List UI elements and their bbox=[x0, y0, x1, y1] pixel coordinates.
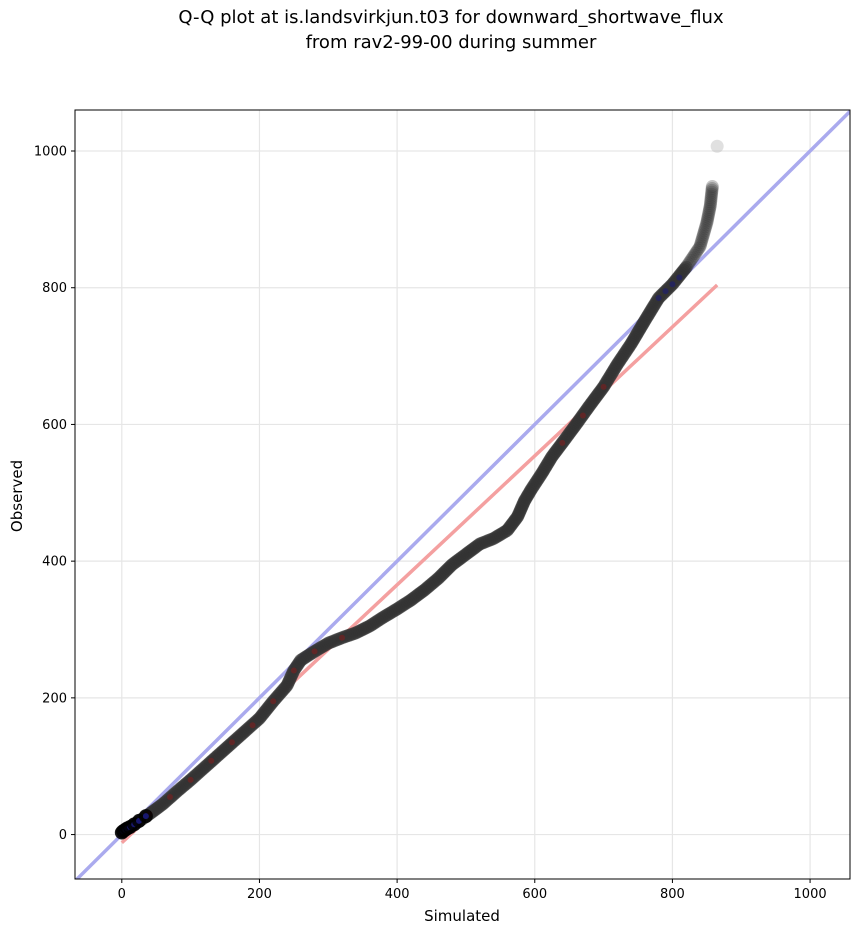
quantile-point bbox=[700, 216, 714, 230]
quantile-point bbox=[683, 255, 697, 269]
y-tick-label: 0 bbox=[59, 828, 67, 843]
quantile-point bbox=[699, 220, 713, 234]
upper-identity-point bbox=[662, 288, 669, 295]
quantile-point bbox=[705, 185, 719, 199]
y-tick-label: 600 bbox=[42, 418, 67, 433]
quantile-point bbox=[704, 195, 718, 209]
y-tick-label: 800 bbox=[42, 281, 67, 296]
upper-identity-point bbox=[669, 281, 676, 288]
y-tick-label: 200 bbox=[42, 691, 67, 706]
plot-frame bbox=[74, 109, 851, 880]
x-tick-label: 600 bbox=[522, 887, 547, 902]
quantile-point bbox=[691, 243, 705, 257]
quantile-point bbox=[681, 257, 695, 271]
x-tick-label: 800 bbox=[660, 887, 685, 902]
fit-point bbox=[187, 776, 194, 783]
quantile-point bbox=[701, 210, 715, 224]
quantile-point bbox=[686, 250, 700, 264]
upper-identity-point bbox=[676, 274, 683, 281]
quantile-point bbox=[703, 202, 717, 216]
quantile-point bbox=[698, 222, 712, 236]
quantile-point bbox=[705, 183, 719, 197]
quantile-point bbox=[694, 238, 708, 252]
fit-point bbox=[208, 757, 215, 764]
quantile-point bbox=[688, 247, 702, 261]
y-tick-label: 400 bbox=[42, 555, 67, 570]
y-axis-label: Observed bbox=[8, 460, 26, 532]
quantile-point bbox=[684, 253, 698, 267]
chart-title-line-2: from rav2-99-00 during summer bbox=[306, 32, 597, 53]
quantile-point bbox=[696, 230, 710, 244]
fit-point bbox=[249, 722, 256, 729]
quantile-point bbox=[697, 226, 711, 240]
quantile-point bbox=[694, 236, 708, 250]
x-axis-label: Simulated bbox=[424, 907, 500, 925]
quantile-point bbox=[695, 232, 709, 246]
chart-title: Q-Q plot at is.landsvirkjun.t03 for down… bbox=[178, 7, 724, 53]
quantile-point bbox=[703, 201, 717, 215]
x-tick-label: 400 bbox=[385, 887, 410, 902]
quantile-point bbox=[705, 180, 719, 194]
fit-point bbox=[579, 412, 586, 419]
quantile-point bbox=[687, 248, 701, 262]
fit-point bbox=[270, 698, 277, 705]
quantile-point bbox=[679, 260, 693, 274]
quantile-point bbox=[699, 218, 713, 232]
quantile-point bbox=[696, 228, 710, 242]
quantile-point bbox=[695, 234, 709, 248]
quantile-point bbox=[701, 212, 715, 226]
x-tick-label: 200 bbox=[247, 887, 272, 902]
fit-point bbox=[166, 793, 173, 800]
quantile-point bbox=[704, 193, 718, 207]
quantile-point bbox=[698, 224, 712, 238]
quantile-point bbox=[705, 187, 719, 201]
fit-point bbox=[600, 383, 607, 390]
quantile-point bbox=[680, 259, 694, 273]
y-tick-label: 1000 bbox=[34, 145, 67, 160]
quantile-point bbox=[703, 197, 717, 211]
quantile-point bbox=[703, 199, 717, 213]
outlier-point bbox=[710, 139, 724, 153]
quantile-point bbox=[700, 214, 714, 228]
quantile-point bbox=[705, 181, 719, 195]
quantile-point bbox=[690, 245, 704, 259]
quantile-point bbox=[685, 252, 699, 266]
identity-line bbox=[75, 110, 850, 879]
fit-point bbox=[290, 667, 297, 674]
quantile-point bbox=[693, 240, 707, 254]
low-identity-point bbox=[142, 813, 149, 820]
fit-point bbox=[228, 739, 235, 746]
plot-area bbox=[75, 110, 850, 879]
fit-point bbox=[339, 634, 346, 641]
fit-point bbox=[559, 439, 566, 446]
quantile-point bbox=[702, 206, 716, 220]
quantile-point bbox=[704, 189, 718, 203]
quantile-point bbox=[701, 208, 715, 222]
axis-ticks: 0 200 400 600 800 1000 0 200 400 600 800 1000 bbox=[34, 145, 827, 902]
quantile-point bbox=[704, 191, 718, 205]
upper-identity-point bbox=[655, 294, 662, 301]
quantile-point bbox=[692, 241, 706, 255]
fit-point bbox=[311, 648, 318, 655]
x-tick-label: 0 bbox=[118, 887, 126, 902]
quantile-point bbox=[702, 204, 716, 218]
chart-title-line-1: Q-Q plot at is.landsvirkjun.t03 for down… bbox=[178, 7, 724, 28]
x-tick-label: 1000 bbox=[794, 887, 827, 902]
